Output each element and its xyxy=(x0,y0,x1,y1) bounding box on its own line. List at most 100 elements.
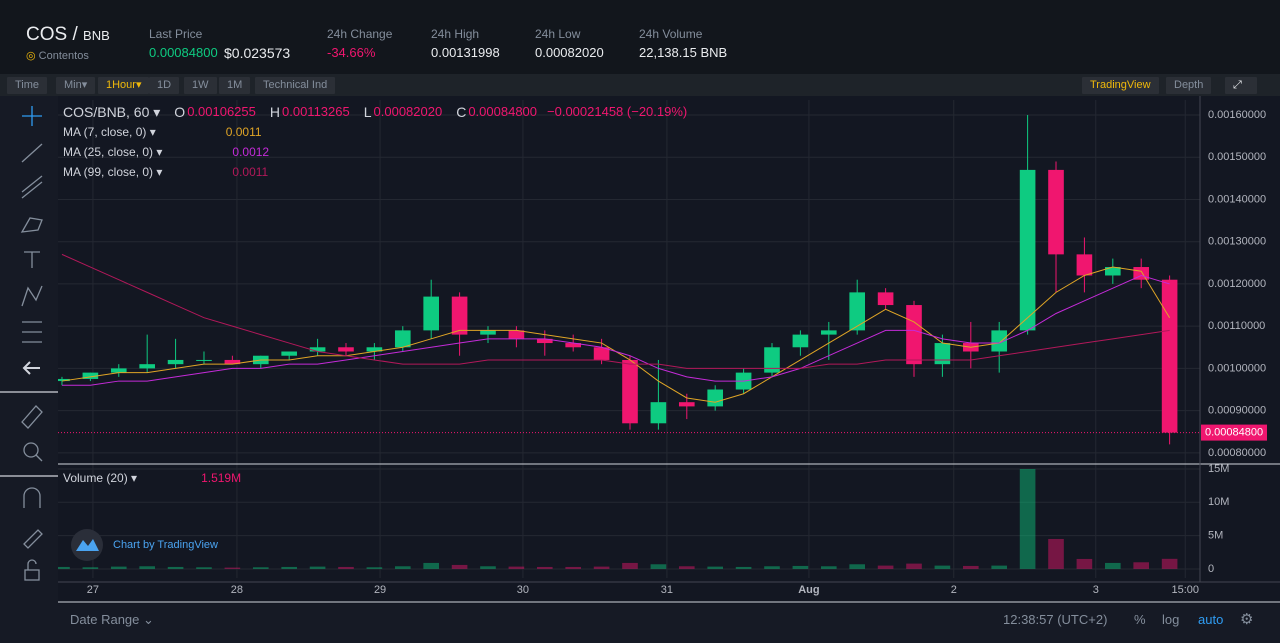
legend-part: 0.0012 xyxy=(232,145,269,159)
legend-part: 1.519M xyxy=(201,471,241,485)
ma-legend: MA (99, close, 0) ▾ 0.0011 xyxy=(63,165,269,179)
volume-bar xyxy=(309,566,326,569)
settings[interactable]: ⚙ xyxy=(1240,611,1254,628)
candle-body xyxy=(167,359,184,365)
candle-body xyxy=(82,372,99,379)
y-tick-label: 0.00080000 xyxy=(1208,447,1266,459)
candle-body xyxy=(820,330,837,335)
ma-line xyxy=(61,253,1170,369)
tab[interactable]: 1Hour▾ xyxy=(98,77,150,94)
footer: Date Range ⌄ 12:38:57 (UTC+2) % log auto… xyxy=(0,604,1280,643)
stat-label: 24h Volume xyxy=(639,27,703,41)
x-tick-label: 27 xyxy=(87,584,99,596)
x-tick-label: 31 xyxy=(661,584,673,596)
volume-bar xyxy=(820,566,837,569)
candle-body xyxy=(1104,267,1121,276)
x-tick-label: 2 xyxy=(951,584,957,596)
candle-body xyxy=(565,343,582,348)
percent-toggle[interactable]: % xyxy=(1134,612,1146,627)
y-tick-label: 5M xyxy=(1208,530,1223,542)
volume-bar xyxy=(167,566,184,569)
volume-bar xyxy=(58,566,70,569)
candle-body xyxy=(707,389,724,407)
candle-body xyxy=(281,351,297,356)
stat-label: Last Price xyxy=(149,27,203,41)
y-tick-label: 10M xyxy=(1208,496,1229,508)
volume-bar xyxy=(82,567,99,569)
volume-bar xyxy=(877,565,894,569)
date-range-label[interactable]: Date Range xyxy=(70,612,140,627)
x-tick-label: Aug xyxy=(798,584,819,596)
legend-part: 0.00082020 xyxy=(374,104,443,119)
stat-label: 24h High xyxy=(431,27,480,41)
tab[interactable]: 1W xyxy=(184,77,217,94)
volume-legend: Volume (20) ▾ 1.519M xyxy=(63,471,241,485)
auto-toggle[interactable]: auto xyxy=(1198,612,1224,627)
fullscreen[interactable]: ⤢ xyxy=(1225,77,1257,94)
candle-body xyxy=(622,359,638,424)
volume-bar xyxy=(1133,562,1150,569)
legend-part: MA (7, close, 0) ▾ xyxy=(63,125,156,139)
candle-body xyxy=(508,330,525,339)
y-tick-label: 15M xyxy=(1208,463,1229,475)
legend-part: MA (25, close, 0) ▾ xyxy=(63,145,162,159)
volume-bar xyxy=(1076,558,1093,569)
volume-bar xyxy=(139,566,155,569)
plot-bg xyxy=(58,96,1280,604)
log-toggle[interactable]: log xyxy=(1162,612,1180,627)
tab[interactable]: Technical Ind xyxy=(255,77,336,94)
tab[interactable]: Depth xyxy=(1166,77,1212,94)
volume-bar xyxy=(792,565,809,569)
volume-bar xyxy=(962,565,979,569)
y-tick-label: 0.00160000 xyxy=(1208,109,1266,121)
volume-bar xyxy=(1104,562,1121,569)
y-tick-label: 0.00090000 xyxy=(1208,405,1266,417)
candle-body xyxy=(224,359,241,365)
candle-body xyxy=(650,402,667,424)
candle-body xyxy=(678,402,695,407)
candle-body xyxy=(196,359,212,361)
stat-value: 22,138.15 BNB xyxy=(639,45,728,60)
candle-body xyxy=(394,330,411,348)
x-tick-label: 28 xyxy=(231,584,243,596)
y-tick-label: 0.00140000 xyxy=(1208,193,1266,205)
volume-bar xyxy=(678,566,695,569)
volume-bar xyxy=(508,566,525,569)
legend: COS/BNB, 60 ▾ O 0.00106255 H 0.00113265 L 0.00… xyxy=(63,104,687,120)
candle-body xyxy=(1076,254,1093,276)
tab[interactable]: TradingView xyxy=(1082,77,1159,94)
candle-body xyxy=(906,305,922,365)
ma-line xyxy=(61,274,1170,386)
volume-bar xyxy=(906,563,922,569)
legend-part: 0.00113265 xyxy=(282,104,350,119)
tab[interactable]: Time xyxy=(7,77,48,94)
legend-part: L xyxy=(364,104,372,120)
volume-bar xyxy=(394,566,411,569)
y-tick-label: 0.00120000 xyxy=(1208,278,1266,290)
candle-body xyxy=(764,347,780,373)
volume-bar xyxy=(451,564,468,569)
legend-part: 0.00106255 xyxy=(187,104,256,119)
candle-body xyxy=(423,296,439,331)
volume-bar xyxy=(366,567,383,569)
date-range[interactable]: Date Range ⌄ xyxy=(70,612,154,627)
legend-part: −0.00021458 (−20.19%) xyxy=(547,104,687,119)
volume-bar xyxy=(1019,468,1036,569)
candle-body xyxy=(991,330,1008,352)
legend-part: 0.0011 xyxy=(232,165,268,179)
candle-body xyxy=(792,334,809,348)
volume-bar xyxy=(735,566,752,569)
candle-body xyxy=(451,296,468,335)
candle-body xyxy=(58,378,70,382)
tab[interactable]: 1M xyxy=(219,77,251,94)
chart: 0.00080000 0.00090000 0.00100000 0.00110000… xyxy=(58,96,1280,604)
tab[interactable]: 1D xyxy=(149,77,180,94)
x-tick-label: 29 xyxy=(374,584,386,596)
legend-part: 0.0011 xyxy=(226,125,262,139)
tab[interactable]: Min▾ xyxy=(56,77,96,94)
watermark: Chart by TradingView xyxy=(113,539,218,551)
drawing-tools xyxy=(0,96,58,625)
volume-bar xyxy=(536,566,553,569)
volume-bar xyxy=(338,566,354,569)
